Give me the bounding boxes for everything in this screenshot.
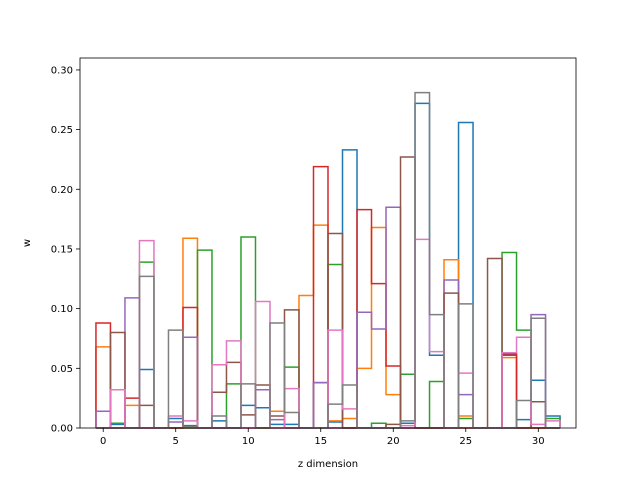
x-tick-label: 25: [459, 436, 472, 447]
y-tick-label: 0.25: [51, 125, 73, 136]
y-tick-label: 0.15: [51, 244, 73, 255]
y-tick-label: 0.00: [51, 424, 73, 435]
x-tick-label: 0: [100, 436, 106, 447]
ticks-layer: 0 5 10 15 20 25 30 0.00 0.05 0.10 0.15 0.20 0.25 0.30: [51, 65, 545, 447]
y-tick-label: 0.30: [51, 65, 73, 76]
y-tick-label: 0.05: [51, 364, 73, 375]
x-tick-label: 5: [173, 436, 179, 447]
x-tick-label: 20: [387, 436, 400, 447]
y-tick-label: 0.20: [51, 185, 73, 196]
x-tick-label: 15: [314, 436, 327, 447]
x-axis-label: z dimension: [298, 459, 358, 470]
y-tick-label: 0.10: [51, 304, 73, 315]
plot-frame: [79, 57, 577, 429]
y-axis-label: w: [22, 239, 33, 247]
x-tick-label: 10: [242, 436, 255, 447]
x-tick-label: 30: [532, 436, 545, 447]
